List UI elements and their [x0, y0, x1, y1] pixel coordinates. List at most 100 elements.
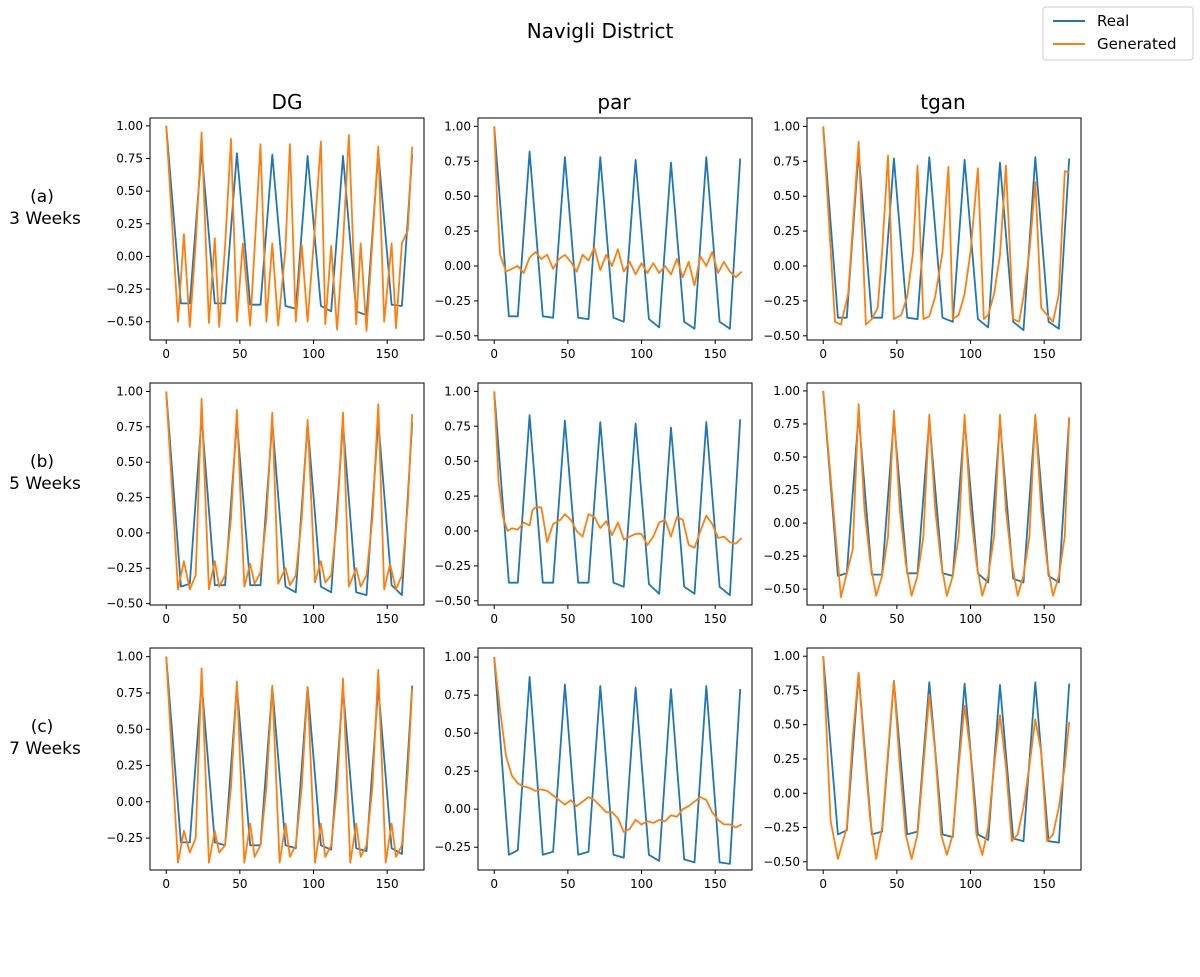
y-tick-label: −0.25: [763, 294, 800, 308]
row-label-b: (b): [30, 452, 54, 472]
x-tick-label: 100: [630, 877, 653, 891]
y-tick-label: 0.00: [444, 524, 471, 538]
x-tick-label: 50: [232, 612, 247, 626]
real-series-line: [822, 390, 1071, 584]
y-tick-label: −0.25: [434, 294, 471, 308]
x-tick-label: 150: [1033, 347, 1056, 361]
y-tick-label: 1.00: [444, 119, 471, 133]
generated-series-line: [493, 657, 743, 833]
y-tick-label: −0.25: [106, 561, 143, 575]
y-tick-label: 1.00: [116, 119, 143, 133]
y-tick-label: −0.25: [763, 549, 800, 563]
x-tick-label: 50: [232, 877, 247, 891]
y-tick-label: −0.25: [763, 821, 800, 835]
x-tick-label: 100: [630, 612, 653, 626]
y-tick-label: 0.25: [116, 491, 143, 505]
y-tick-label: 0.50: [444, 726, 471, 740]
x-tick-label: 100: [630, 347, 653, 361]
y-tick-label: −0.25: [106, 831, 143, 845]
y-tick-label: 0.00: [444, 802, 471, 816]
y-tick-label: 0.00: [773, 259, 800, 273]
y-tick-label: 0.75: [444, 154, 471, 168]
y-tick-label: 0.00: [773, 786, 800, 800]
y-tick-label: −0.50: [763, 855, 800, 869]
y-tick-label: 1.00: [773, 649, 800, 663]
real-series-line: [165, 656, 414, 855]
x-tick-label: 50: [560, 612, 575, 626]
x-tick-label: 50: [889, 877, 904, 891]
axes-frame: [806, 382, 1082, 606]
y-tick-label: 0.00: [116, 795, 143, 809]
y-tick-label: 0.50: [116, 455, 143, 469]
x-tick-label: 0: [490, 877, 498, 891]
y-tick-label: 0.50: [773, 718, 800, 732]
x-tick-label: 0: [490, 612, 498, 626]
x-tick-label: 0: [162, 877, 170, 891]
panel-b-DG: 0 50 100 150 1.00 0.75 0.50 0.25 0.00 −0.25 −0.50: [106, 382, 425, 626]
y-tick-label: −0.25: [434, 559, 471, 573]
y-tick-label: 0.25: [444, 489, 471, 503]
legend: Real Generated: [1042, 6, 1194, 61]
row-label-a: (a): [30, 187, 54, 207]
y-tick-label: −0.50: [763, 329, 800, 343]
x-tick-label: 50: [560, 347, 575, 361]
generated-series-line: [822, 126, 1070, 326]
axes-frame: [806, 647, 1082, 871]
y-tick-label: 0.25: [444, 764, 471, 778]
axes-frame: [149, 117, 425, 341]
y-tick-label: 0.25: [773, 483, 800, 497]
y-tick-label: −0.25: [106, 282, 143, 296]
x-tick-label: 150: [376, 347, 399, 361]
x-tick-label: 150: [376, 877, 399, 891]
y-tick-label: 1.00: [444, 650, 471, 664]
real-series-line: [493, 657, 742, 865]
x-tick-label: 150: [376, 612, 399, 626]
panel-c-tgan: 0 50 100 150 1.00 0.75 0.50 0.25 0.00 −0.25 −0.50: [763, 647, 1082, 891]
x-tick-label: 0: [819, 877, 827, 891]
y-tick-label: 0.75: [773, 154, 800, 168]
y-tick-label: 0.75: [773, 683, 800, 697]
x-tick-label: 150: [1033, 612, 1056, 626]
x-tick-label: 0: [819, 347, 827, 361]
y-tick-label: −0.50: [763, 582, 800, 596]
column-title-dg: DG: [272, 90, 303, 114]
x-tick-label: 100: [302, 347, 325, 361]
generated-series-line: [165, 391, 414, 591]
generated-series-line: [822, 390, 1071, 598]
y-tick-label: 0.50: [116, 722, 143, 736]
row-label-c: (c): [31, 717, 54, 737]
y-tick-label: 0.50: [116, 184, 143, 198]
y-tick-label: 0.00: [116, 249, 143, 263]
legend-generated-label: Generated: [1097, 35, 1177, 53]
x-tick-label: 150: [1033, 877, 1056, 891]
x-tick-label: 50: [889, 612, 904, 626]
x-tick-label: 0: [819, 612, 827, 626]
x-tick-label: 100: [959, 347, 982, 361]
row-sublabel-a: 3 Weeks: [9, 209, 81, 229]
x-tick-label: 0: [490, 347, 498, 361]
axes-frame: [149, 647, 425, 871]
panel-c-par: 0 50 100 150 1.00 0.75 0.50 0.25 0.00 −0.25: [434, 647, 753, 891]
y-tick-label: 1.00: [773, 384, 800, 398]
y-tick-label: 0.50: [773, 450, 800, 464]
panel-b-tgan: 0 50 100 150 1.00 0.75 0.50 0.25 0.00 −0.25 −0.50: [763, 382, 1082, 626]
y-tick-label: 0.25: [444, 224, 471, 238]
y-tick-label: 0.75: [444, 419, 471, 433]
y-tick-label: 0.25: [773, 752, 800, 766]
x-tick-label: 150: [704, 612, 727, 626]
column-title-par: par: [597, 90, 631, 114]
y-tick-label: 0.75: [444, 688, 471, 702]
panel-b-par: 0 50 100 150 1.00 0.75 0.50 0.25 0.00 −0.25 −0.50: [434, 382, 753, 626]
y-tick-label: 1.00: [116, 384, 143, 398]
x-tick-label: 100: [959, 612, 982, 626]
axes-frame: [477, 382, 753, 606]
generated-series-line: [822, 656, 1071, 860]
generated-series-line: [493, 126, 743, 287]
real-series-line: [493, 126, 742, 330]
x-tick-label: 100: [302, 612, 325, 626]
y-tick-label: 0.50: [444, 189, 471, 203]
axes-frame: [477, 117, 753, 341]
x-tick-label: 50: [560, 877, 575, 891]
x-tick-label: 0: [162, 347, 170, 361]
panel-a-par: 0 50 100 150 1.00 0.75 0.50 0.25 0.00 −0.25 −0.50: [434, 117, 753, 361]
